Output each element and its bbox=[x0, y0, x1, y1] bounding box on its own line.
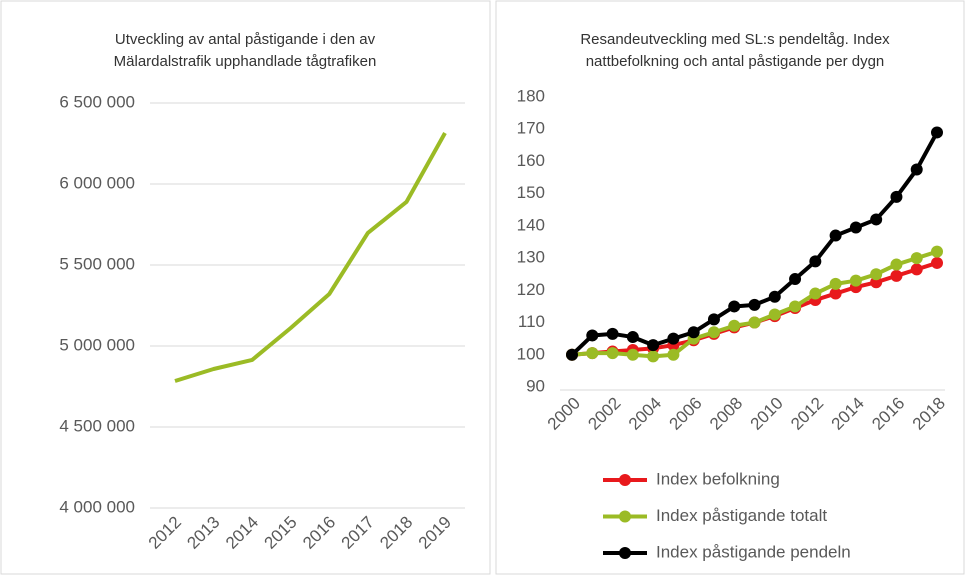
marker bbox=[768, 308, 781, 321]
marker bbox=[566, 348, 578, 361]
marker bbox=[829, 277, 842, 290]
marker bbox=[931, 256, 943, 269]
marker bbox=[687, 326, 700, 339]
marker bbox=[789, 273, 802, 286]
y-tick-label: 6 000 000 bbox=[59, 173, 135, 192]
marker bbox=[829, 229, 842, 242]
legend-marker bbox=[619, 510, 631, 523]
legend-marker bbox=[619, 474, 631, 486]
chart-title: nattbefolkning och antal påstigande per … bbox=[586, 53, 885, 70]
x-tick-label: 2006 bbox=[665, 394, 705, 434]
y-tick-label: 4 000 000 bbox=[59, 497, 135, 516]
marker bbox=[606, 347, 619, 360]
x-tick-label: 2008 bbox=[706, 394, 746, 434]
x-tick-label: 2013 bbox=[183, 513, 223, 553]
marker bbox=[910, 163, 923, 176]
marker bbox=[809, 255, 822, 268]
x-tick-label: 2018 bbox=[376, 513, 416, 553]
x-tick-label: 2010 bbox=[747, 394, 787, 434]
y-tick-label: 130 bbox=[517, 248, 545, 267]
marker bbox=[931, 126, 943, 139]
marker bbox=[910, 252, 923, 265]
y-tick-label: 110 bbox=[518, 312, 545, 331]
marker bbox=[870, 268, 883, 281]
y-tick-label: 180 bbox=[517, 86, 545, 105]
marker bbox=[586, 347, 599, 360]
x-tick-label: 2004 bbox=[625, 394, 665, 434]
y-tick-label: 150 bbox=[517, 183, 545, 202]
y-tick-label: 6 500 000 bbox=[59, 92, 135, 111]
y-tick-label: 4 500 000 bbox=[59, 416, 135, 435]
x-tick-label: 2014 bbox=[222, 513, 262, 553]
marker bbox=[626, 348, 639, 361]
y-tick-label: 170 bbox=[517, 119, 545, 138]
marker bbox=[890, 258, 903, 271]
marker bbox=[890, 190, 903, 203]
marker bbox=[667, 332, 680, 345]
marker bbox=[606, 327, 619, 340]
y-tick-label: 120 bbox=[517, 280, 545, 299]
marker bbox=[647, 350, 660, 363]
marker bbox=[707, 313, 720, 326]
x-tick-label: 2002 bbox=[584, 394, 624, 434]
marker bbox=[789, 300, 802, 313]
marker bbox=[870, 213, 883, 226]
marker bbox=[707, 326, 720, 339]
series-line bbox=[174, 131, 447, 383]
legend-marker bbox=[619, 547, 631, 559]
chart-title: Utveckling av antal påstigande i den av bbox=[115, 31, 376, 48]
marker bbox=[910, 263, 923, 276]
marker bbox=[768, 290, 781, 303]
marker bbox=[647, 339, 660, 352]
x-tick-label: 2016 bbox=[299, 513, 339, 553]
y-tick-label: 90 bbox=[526, 376, 545, 395]
x-tick-label: 2017 bbox=[338, 513, 378, 553]
chart-title: Resandeutveckling med SL:s pendeltåg. In… bbox=[580, 31, 890, 48]
left-panel bbox=[0, 0, 491, 575]
marker bbox=[849, 221, 862, 234]
marker bbox=[748, 316, 761, 329]
marker bbox=[586, 329, 599, 342]
chart-title: Mälardalstrafik upphandlade tågtrafiken bbox=[114, 53, 377, 70]
marker bbox=[849, 274, 862, 287]
x-tick-label: 2014 bbox=[828, 394, 868, 434]
x-tick-label: 2015 bbox=[261, 513, 301, 553]
x-tick-label: 2018 bbox=[909, 394, 949, 434]
marker bbox=[728, 319, 741, 332]
y-tick-label: 140 bbox=[517, 215, 545, 234]
right-panel bbox=[495, 0, 965, 575]
marker bbox=[748, 298, 761, 311]
marker bbox=[931, 245, 943, 258]
marker bbox=[728, 300, 741, 313]
marker bbox=[829, 287, 842, 300]
x-tick-label: 2016 bbox=[868, 394, 908, 434]
y-tick-label: 5 000 000 bbox=[59, 335, 135, 354]
legend-label: Index påstigande pendeln bbox=[656, 542, 851, 561]
marker bbox=[626, 331, 639, 344]
x-tick-label: 2012 bbox=[787, 394, 827, 434]
x-tick-label: 2012 bbox=[145, 513, 185, 553]
y-tick-label: 160 bbox=[517, 151, 545, 170]
marker bbox=[890, 269, 903, 282]
marker bbox=[809, 287, 822, 300]
y-tick-label: 5 500 000 bbox=[59, 254, 135, 273]
y-tick-label: 100 bbox=[517, 344, 545, 363]
x-tick-label: 2019 bbox=[415, 513, 455, 553]
x-tick-label: 2000 bbox=[544, 394, 584, 434]
legend-label: Index påstigande totalt bbox=[656, 506, 827, 525]
marker bbox=[667, 348, 680, 361]
legend-label: Index befolkning bbox=[656, 469, 780, 488]
